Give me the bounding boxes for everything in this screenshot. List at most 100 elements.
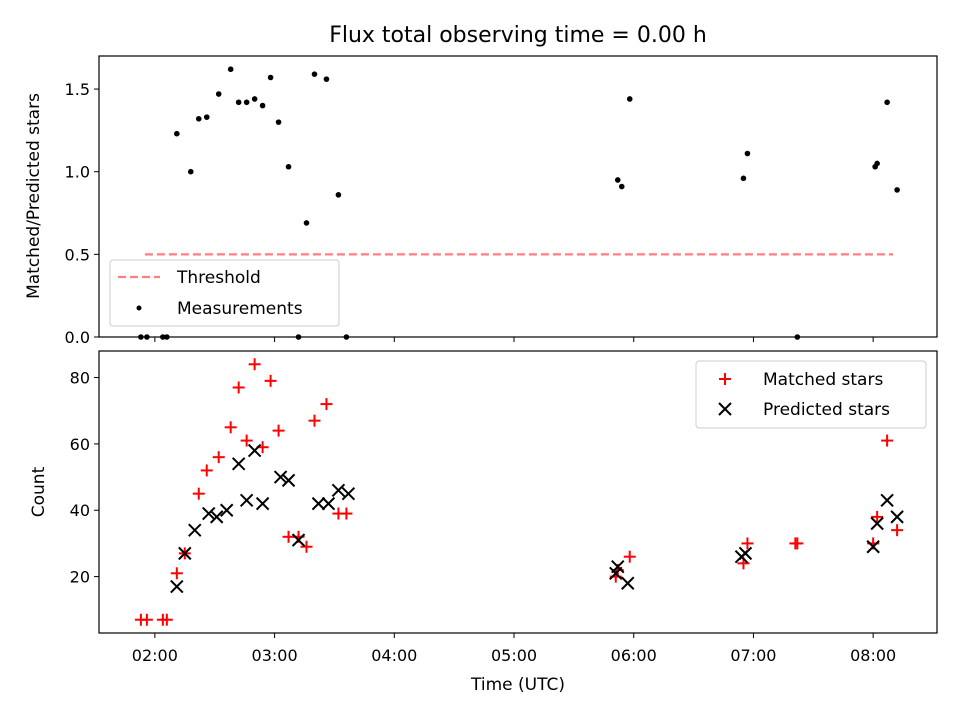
matched-star-point <box>140 613 153 626</box>
measurement-point <box>303 220 310 226</box>
matched-star-point <box>340 507 353 520</box>
legend-matched-label: Matched stars <box>763 370 883 390</box>
predicted-star-point <box>247 443 262 458</box>
bottom-x-tick-label: 05:00 <box>491 646 537 665</box>
predicted-star-point <box>273 470 288 484</box>
bottom-x-tick-label: 08:00 <box>850 646 896 665</box>
predicted-star-point <box>281 473 296 488</box>
predicted-star-point <box>870 516 884 531</box>
predicted-star-point <box>219 503 234 517</box>
top-chart-title: Flux total observing time = 0.00 h <box>329 23 707 48</box>
predicted-star-point <box>239 493 254 508</box>
matched-star-point <box>891 524 904 537</box>
top-legend-box <box>109 259 340 327</box>
top-axes-frame <box>98 55 938 338</box>
top-panel: Flux total observing time = 0.00 h Match… <box>24 23 938 347</box>
matched-star-point <box>881 434 894 447</box>
measurement-point <box>744 150 751 157</box>
bottom-y-tick-label: 40 <box>70 501 90 520</box>
top-legend: Threshold Measurements <box>109 259 340 327</box>
measurement-point <box>227 66 234 73</box>
predicted-star-point <box>341 486 356 501</box>
predicted-star-point <box>621 576 635 590</box>
matched-star-point <box>232 381 245 394</box>
matched-star-point <box>160 613 173 626</box>
legend-threshold-label: Threshold <box>176 268 261 288</box>
predicted-star-point <box>188 523 202 537</box>
matched-star-point <box>200 464 213 477</box>
predicted-star-point <box>210 510 224 524</box>
predicted-star-point <box>202 506 216 521</box>
measurement-point <box>311 71 318 77</box>
measurement-point <box>894 187 900 193</box>
bottom-x-tick-label: 04:00 <box>371 646 417 665</box>
legend-measurements-label: Measurements <box>177 299 303 319</box>
bottom-y-axis-label: Count <box>29 466 49 517</box>
measurement-point <box>285 163 292 170</box>
measurement-point <box>323 76 330 82</box>
bottom-legend-box <box>695 360 927 429</box>
measurement-point <box>874 160 880 167</box>
legend-measurements-swatch <box>136 305 142 311</box>
bottom-x-tick-label: 02:00 <box>132 646 178 665</box>
top-y-tick-label: 0.0 <box>65 328 90 347</box>
measurement-point <box>243 99 250 106</box>
measurement-point <box>884 99 890 106</box>
matched-star-point <box>224 421 237 434</box>
bottom-x-tick-label: 03:00 <box>252 646 298 665</box>
predicted-star-point <box>231 457 246 471</box>
predicted-star-point <box>890 510 904 524</box>
measurement-point <box>203 114 210 120</box>
matched-star-point <box>192 487 205 500</box>
predicted-star-point <box>738 546 753 561</box>
bottom-plot-area: 20 40 60 80 02:00 03:00 04:00 05:00 06:00 07:00 08… <box>70 350 938 665</box>
predicted-star-point <box>880 493 894 508</box>
matched-star-point <box>308 414 321 427</box>
measurement-point <box>195 116 202 122</box>
matched-star-point <box>871 510 884 523</box>
predicted-star-point <box>311 496 326 511</box>
bottom-y-tick-label: 60 <box>70 435 90 454</box>
predicted-star-point <box>321 496 336 511</box>
matched-star-point <box>272 424 285 437</box>
matched-star-point <box>170 567 183 580</box>
bottom-x-tick-label: 07:00 <box>730 646 776 665</box>
measurement-point <box>259 102 266 109</box>
measurement-point <box>267 74 274 81</box>
matched-star-point <box>741 537 754 550</box>
predicted-star-point <box>170 579 184 594</box>
bottom-legend: Matched stars Predicted stars <box>695 360 927 429</box>
predicted-star-point <box>611 559 625 574</box>
predicted-star-point <box>178 546 192 561</box>
matched-star-point <box>791 537 804 550</box>
measurement-point <box>215 91 222 97</box>
legend-predicted-label: Predicted stars <box>763 400 890 420</box>
measurement-point <box>618 183 625 190</box>
measurement-point <box>275 119 282 125</box>
measurement-point <box>626 96 633 102</box>
predicted-star-point <box>331 483 346 498</box>
top-y-axis-label: Matched/Predicted stars <box>24 93 44 299</box>
matched-star-point <box>264 374 277 387</box>
bottom-panel: Count Time (UTC) 20 40 60 80 02:00 03:00 04:00… <box>29 350 938 695</box>
matched-star-point <box>623 550 636 563</box>
legend-matched-swatch <box>719 373 731 385</box>
measurement-point <box>335 192 342 198</box>
predicted-star-point <box>291 533 306 547</box>
top-y-tick-label: 1.0 <box>65 163 90 182</box>
predicted-star-point <box>866 540 880 554</box>
matched-star-point <box>212 451 225 464</box>
bottom-axes-frame <box>98 350 938 634</box>
legend-predicted-swatch <box>718 402 732 416</box>
top-y-tick-label: 1.5 <box>65 80 90 99</box>
measurement-point <box>235 99 242 106</box>
matched-star-point <box>240 434 253 447</box>
matched-star-point <box>300 540 313 553</box>
bottom-y-tick-label: 20 <box>70 568 90 587</box>
bottom-x-axis-label: Time (UTC) <box>470 675 565 695</box>
measurement-point <box>614 177 621 183</box>
measurement-point <box>174 130 180 137</box>
measurement-point <box>187 168 194 175</box>
